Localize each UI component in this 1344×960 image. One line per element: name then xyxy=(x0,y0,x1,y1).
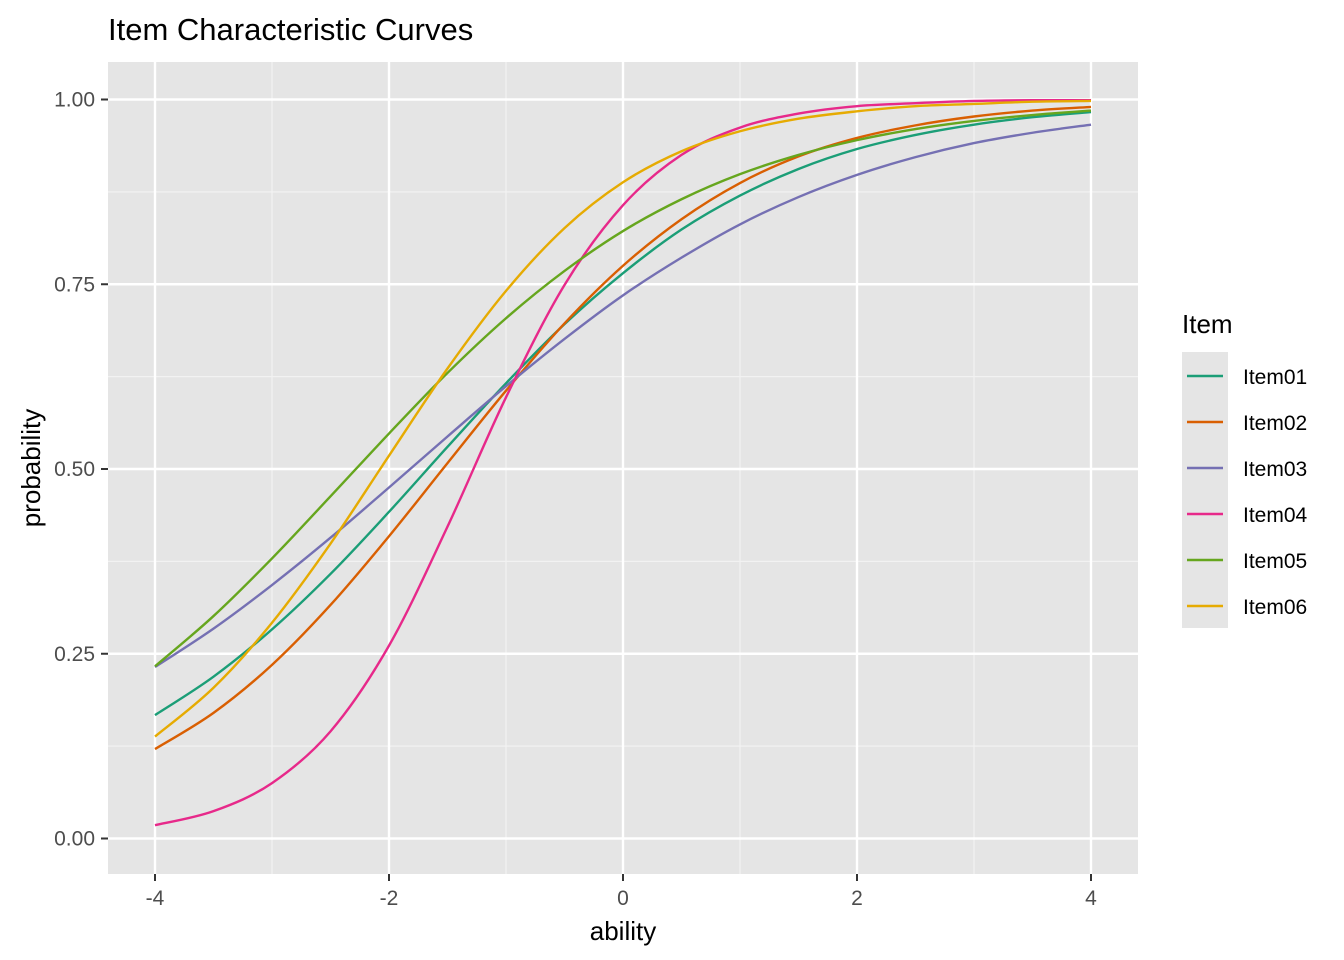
series-line-item03 xyxy=(154,123,1092,669)
chart-title: Item Characteristic Curves xyxy=(108,12,473,47)
y-axis-title: probability xyxy=(16,409,46,528)
legend-label: Item06 xyxy=(1243,596,1307,619)
y-tick-label: 0.00 xyxy=(54,828,95,851)
y-tick-label: 0.75 xyxy=(54,273,95,296)
series-line-item06 xyxy=(154,99,1092,738)
legend: Item01 Item02 Item03 Item04 Item05 Item06 xyxy=(1187,366,1308,619)
y-tick-label: 0.25 xyxy=(54,643,95,666)
axes: -4 -2 0 2 4 0.00 0.25 0.50 0.75 1.00 xyxy=(54,89,1097,911)
x-tick-label: -4 xyxy=(146,887,165,910)
legend-key-background xyxy=(1182,352,1228,628)
legend-label: Item01 xyxy=(1243,366,1307,389)
series-line-item01 xyxy=(154,110,1092,717)
x-axis-title: ability xyxy=(590,916,656,946)
series-line-item05 xyxy=(154,109,1092,668)
x-tick-label: 4 xyxy=(1085,887,1097,910)
y-tick-label: 1.00 xyxy=(54,89,95,112)
series-lines xyxy=(154,98,1092,827)
legend-title: Item xyxy=(1182,309,1233,339)
legend-label: Item02 xyxy=(1243,412,1307,435)
x-tick-label: -2 xyxy=(380,887,399,910)
series-line-item04 xyxy=(154,98,1092,827)
major-gridlines xyxy=(108,62,1138,874)
series-line-item02 xyxy=(154,105,1092,751)
x-tick-label: 0 xyxy=(617,887,629,910)
x-tick-label: 2 xyxy=(851,887,863,910)
legend-label: Item04 xyxy=(1243,504,1308,527)
legend-label: Item03 xyxy=(1243,458,1307,481)
legend-label: Item05 xyxy=(1243,550,1307,573)
y-tick-label: 0.50 xyxy=(54,458,95,481)
